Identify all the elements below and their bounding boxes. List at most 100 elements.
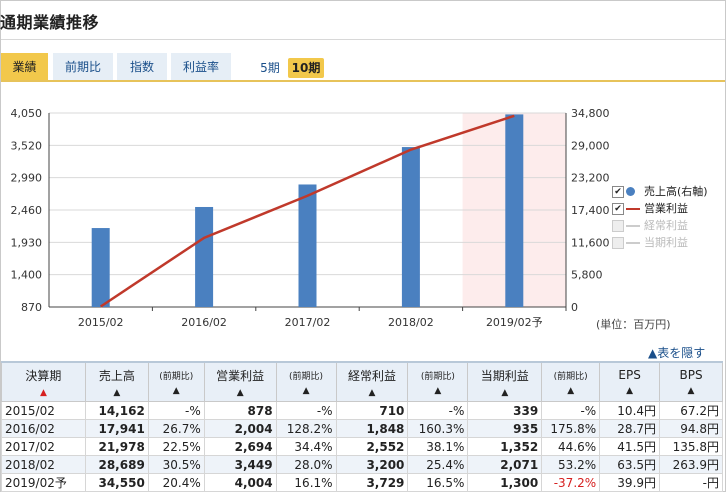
cell-op-yoy: 34.4% <box>275 437 337 456</box>
cell-ord-yoy: 25.4% <box>407 455 469 474</box>
cell-sales-yoy: 30.5% <box>147 455 205 474</box>
y-right-tick-label: 5,800 <box>571 269 603 282</box>
cell-sales: 17,941 <box>84 419 149 438</box>
tab-riekiritsu[interactable]: 利益率 <box>171 53 231 81</box>
legend-checkbox-sales[interactable]: ✔ <box>612 186 624 198</box>
y-right-tick-label: 29,000 <box>571 139 610 152</box>
cell-eps: 10.4円 <box>599 401 661 420</box>
table-row: 2017/02 21,978 22.5% 2,694 34.4% 2,552 38.1% 1,… <box>1 437 723 456</box>
legend-checkbox-ord[interactable]: ✔ <box>612 220 624 232</box>
hide-table-link[interactable]: ▲表を隠す <box>648 346 706 360</box>
table-row: 2016/02 17,941 26.7% 2,004 128.2% 1,848 160.3%… <box>1 419 723 438</box>
unit-label: (単位：百万円) <box>596 318 671 331</box>
period-10-button[interactable]: 10期 <box>288 58 324 78</box>
y-left-tick-label: 1,400 <box>11 269 43 282</box>
cell-sales: 34,550 <box>84 473 149 492</box>
table-header-row: 決算期 ▲ 売上高 ▲ (前期比) ▲ 営業利益 ▲ (前期比) ▲ 経常利益 ▲ (前期比… <box>1 361 723 402</box>
sort-arrow-icon: ▲ <box>302 385 310 396</box>
bar <box>298 184 317 307</box>
cell-ord-yoy: 38.1% <box>407 437 469 456</box>
line-icon <box>626 225 640 227</box>
tab-zenkihi[interactable]: 前期比 <box>53 53 113 81</box>
bar <box>505 114 524 307</box>
table-row: 2018/02 28,689 30.5% 3,449 28.0% 3,200 25.4% 2,… <box>1 455 723 474</box>
col-op[interactable]: 営業利益 ▲ <box>203 361 277 402</box>
cell-net: 1,300 <box>467 473 543 492</box>
tab-bar: 業績 前期比 指数 利益率 <box>1 53 723 81</box>
bar <box>195 206 214 307</box>
sort-arrow-icon: ▲ <box>501 387 509 398</box>
cell-ord-yoy: -% <box>407 401 469 420</box>
col-op-yoy[interactable]: (前期比) ▲ <box>275 361 337 402</box>
x-tick-label: 2015/02 <box>78 316 124 329</box>
legend-checkbox-op[interactable]: ✔ <box>612 203 624 215</box>
cell-op-yoy: -% <box>275 401 337 420</box>
col-sales[interactable]: 売上高 ▲ <box>84 361 149 402</box>
sort-arrow-icon: ▲ <box>434 385 442 396</box>
col-net-yoy[interactable]: (前期比) ▲ <box>541 361 601 402</box>
cell-eps: 28.7円 <box>599 419 661 438</box>
line-icon <box>626 242 640 244</box>
legend-label-net: 当期利益 <box>644 236 688 249</box>
sort-arrow-icon: ▲ <box>626 386 634 396</box>
legend-item-net[interactable]: ✔ 当期利益 <box>612 234 708 251</box>
cell-bps: 135.8円 <box>659 437 723 456</box>
title-divider <box>1 39 725 40</box>
sort-arrow-icon: ▲ <box>39 387 47 398</box>
sort-arrow-icon: ▲ <box>567 385 575 396</box>
period-5-button[interactable]: 5期 <box>260 61 280 75</box>
cell-eps: 63.5円 <box>599 455 661 474</box>
cell-op: 2,004 <box>203 419 277 438</box>
performance-table: 決算期 ▲ 売上高 ▲ (前期比) ▲ 営業利益 ▲ (前期比) ▲ 経常利益 ▲ (前期比… <box>1 361 723 492</box>
cell-net: 339 <box>467 401 543 420</box>
cell-sales: 14,162 <box>84 401 149 420</box>
cell-bps: 263.9円 <box>659 455 723 474</box>
y-left-tick-label: 870 <box>21 301 42 314</box>
cell-period: 2017/02 <box>1 437 86 456</box>
col-net[interactable]: 当期利益 ▲ <box>467 361 543 402</box>
col-ord[interactable]: 経常利益 ▲ <box>335 361 409 402</box>
y-right-tick-label: 23,200 <box>571 172 610 185</box>
legend-label-sales: 売上高(右軸) <box>644 185 708 198</box>
cell-period: 2019/02予 <box>1 473 86 492</box>
cell-net-yoy: -% <box>541 401 601 420</box>
legend-label-ord: 経常利益 <box>644 219 688 232</box>
cell-sales-yoy: 26.7% <box>147 419 205 438</box>
sort-arrow-icon: ▲ <box>172 385 180 396</box>
y-right-tick-label: 0 <box>571 301 578 314</box>
legend-item-sales[interactable]: ✔ 売上高(右軸) <box>612 183 708 200</box>
legend-checkbox-net[interactable]: ✔ <box>612 237 624 249</box>
table-row: 2019/02予 34,550 20.4% 4,004 16.1% 3,729 16.5% 1… <box>1 473 723 492</box>
y-left-tick-label: 1,930 <box>11 236 43 249</box>
y-left-tick-label: 4,050 <box>11 107 43 120</box>
cell-sales-yoy: 22.5% <box>147 437 205 456</box>
col-ord-yoy[interactable]: (前期比) ▲ <box>407 361 469 402</box>
col-eps[interactable]: EPS ▲ <box>599 361 661 402</box>
sort-arrow-icon: ▲ <box>368 387 376 398</box>
table-row: 2015/02 14,162 -% 878 -% 710 -% 339 -% 10.4円 67.2円 <box>1 401 723 420</box>
cell-net: 2,071 <box>467 455 543 474</box>
cell-bps: -円 <box>659 473 723 492</box>
series-line-operating-profit <box>100 114 515 308</box>
legend-item-op[interactable]: ✔ 営業利益 <box>612 200 708 217</box>
cell-ord: 3,200 <box>335 455 409 474</box>
col-period[interactable]: 決算期 ▲ <box>1 361 86 402</box>
tab-shisu[interactable]: 指数 <box>117 53 167 81</box>
col-sales-yoy[interactable]: (前期比) ▲ <box>147 361 205 402</box>
y-left-tick-label: 2,990 <box>11 172 43 185</box>
cell-op-yoy: 128.2% <box>275 419 337 438</box>
col-bps[interactable]: BPS ▲ <box>659 361 723 402</box>
tab-underline <box>1 80 725 82</box>
cell-ord: 710 <box>335 401 409 420</box>
cell-net-yoy: 175.8% <box>541 419 601 438</box>
tab-gyoseki[interactable]: 業績 <box>1 53 48 81</box>
cell-net-yoy: 44.6% <box>541 437 601 456</box>
cell-ord: 3,729 <box>335 473 409 492</box>
cell-period: 2018/02 <box>1 455 86 474</box>
bar <box>91 228 110 307</box>
cell-op-yoy: 16.1% <box>275 473 337 492</box>
cell-net-yoy: -37.2% <box>541 473 601 492</box>
bar <box>401 147 420 307</box>
legend-item-ord[interactable]: ✔ 経常利益 <box>612 217 708 234</box>
